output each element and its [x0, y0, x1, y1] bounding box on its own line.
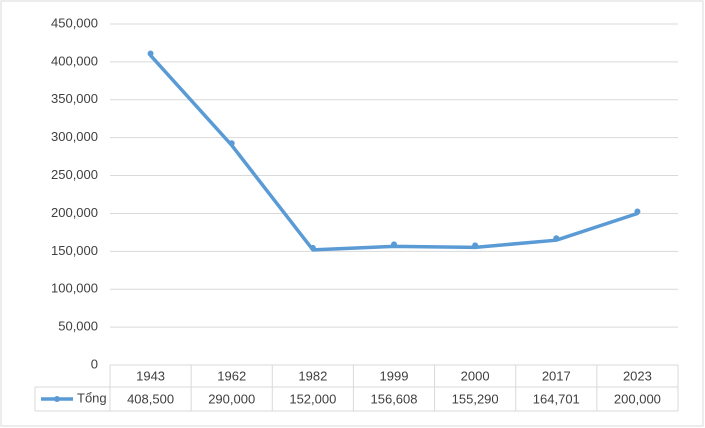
- x-tick-label: 2017: [542, 368, 571, 383]
- data-label: 290,000: [208, 391, 255, 406]
- y-tick-label: 100,000: [51, 281, 98, 296]
- data-label: 164,701: [533, 391, 580, 406]
- data-point: [634, 208, 641, 215]
- x-tick-label: 1962: [217, 368, 246, 383]
- data-label: 408,500: [127, 391, 174, 406]
- x-tick-label: 1982: [298, 368, 327, 383]
- legend-label: Tổng: [77, 390, 107, 405]
- y-tick-label: 400,000: [51, 53, 98, 68]
- data-point: [472, 242, 479, 249]
- data-point: [553, 235, 560, 242]
- y-tick-label: 0: [91, 356, 98, 371]
- x-tick-label: 1943: [136, 368, 165, 383]
- x-tick-label: 1999: [380, 368, 409, 383]
- legend-marker: [54, 396, 60, 402]
- data-label: 155,290: [452, 391, 499, 406]
- data-point: [147, 50, 154, 57]
- y-tick-label: 350,000: [51, 91, 98, 106]
- y-tick-label: 50,000: [58, 319, 98, 334]
- data-point: [309, 244, 316, 251]
- x-tick-label: 2000: [461, 368, 490, 383]
- data-point: [391, 241, 397, 248]
- data-point: [228, 140, 235, 147]
- y-tick-label: 200,000: [51, 205, 98, 220]
- y-tick-label: 250,000: [51, 167, 98, 182]
- y-tick-label: 300,000: [51, 129, 98, 144]
- data-label: 152,000: [289, 391, 336, 406]
- y-tick-label: 150,000: [51, 243, 98, 258]
- x-tick-label: 2023: [623, 368, 652, 383]
- y-tick-label: 450,000: [51, 15, 98, 30]
- data-label: 200,000: [614, 391, 661, 406]
- data-label: 156,608: [371, 391, 418, 406]
